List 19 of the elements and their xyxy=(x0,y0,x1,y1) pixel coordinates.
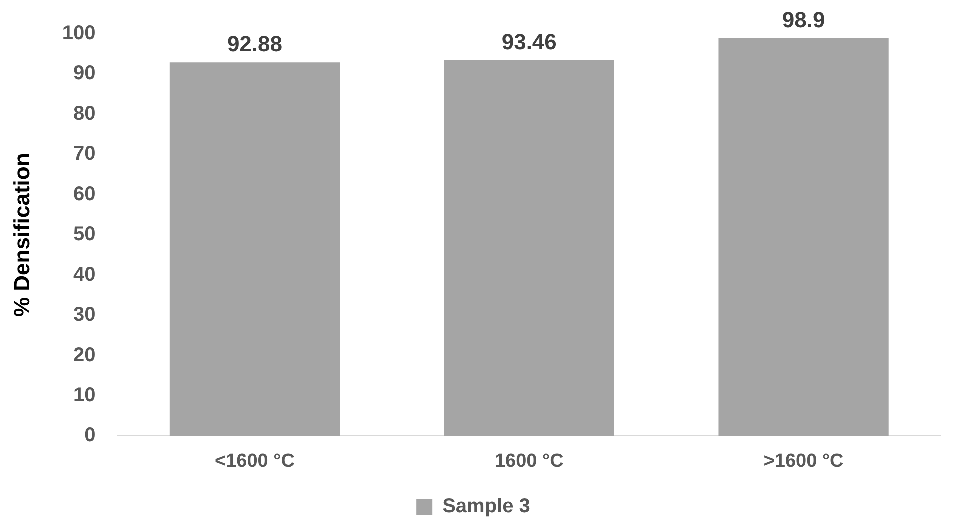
y-tick-label: 70 xyxy=(74,143,96,166)
y-tick-label: 60 xyxy=(74,183,96,206)
y-tick-label: 40 xyxy=(74,264,96,286)
y-tick-label: 90 xyxy=(74,62,96,85)
data-label: 93.46 xyxy=(502,29,557,54)
data-label: 98.9 xyxy=(782,7,826,32)
y-tick-label: 0 xyxy=(84,424,96,447)
x-tick-label: >1600 °C xyxy=(764,450,844,472)
y-tick-label: 50 xyxy=(74,224,96,246)
y-axis-title: % Densification xyxy=(9,153,34,318)
y-tick-label: 30 xyxy=(74,304,96,326)
data-label: 92.88 xyxy=(227,32,283,57)
y-tick-label: 10 xyxy=(74,384,96,406)
y-tick-label: 80 xyxy=(74,102,96,125)
legend-label: Sample 3 xyxy=(442,496,530,518)
x-tick-label: <1600 °C xyxy=(214,450,296,472)
y-tick-label: 100 xyxy=(62,22,96,45)
x-tick-label: 1600 °C xyxy=(494,450,564,472)
y-tick-label: 20 xyxy=(74,344,96,366)
